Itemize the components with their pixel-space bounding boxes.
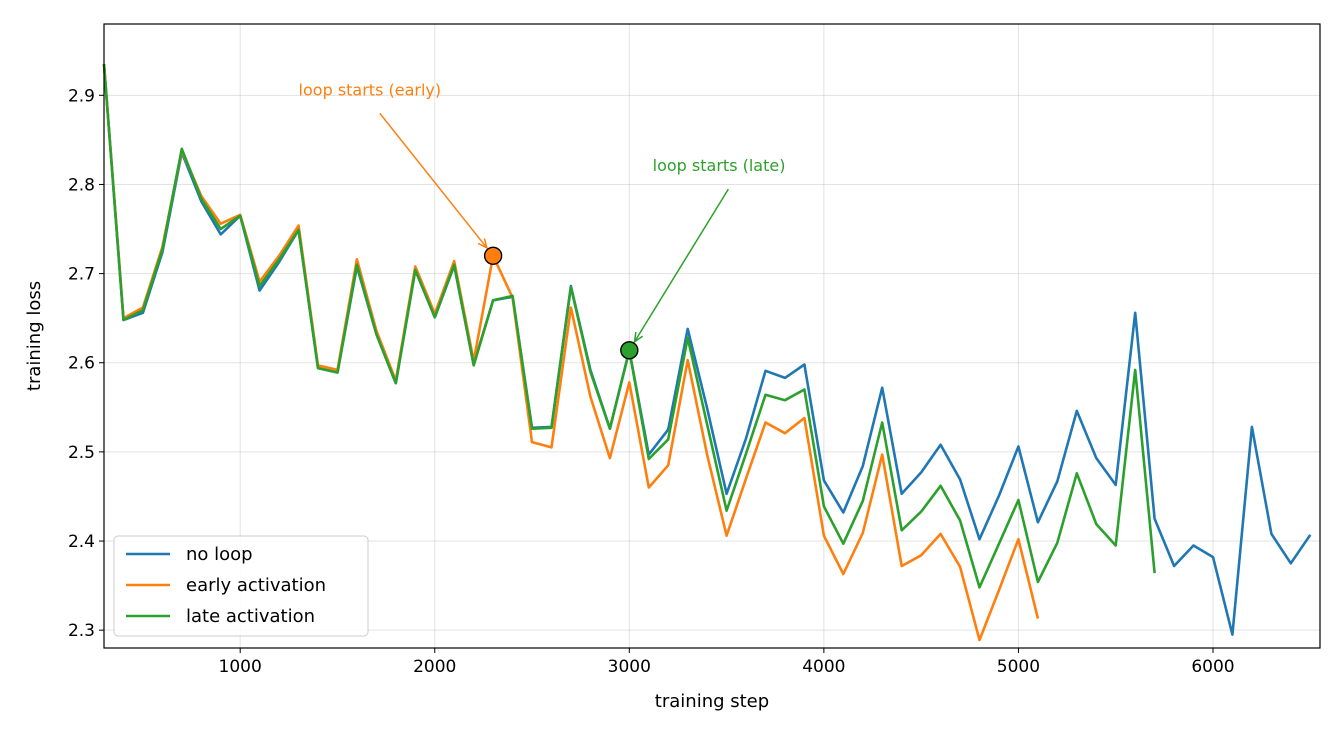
- x-tick-label: 1000: [219, 657, 262, 677]
- y-tick-label: 2.7: [68, 265, 95, 285]
- x-axis-label: training step: [655, 691, 769, 712]
- x-tick-label: 2000: [413, 657, 456, 677]
- annotations: loop starts (early) loop starts (late): [299, 80, 786, 360]
- x-tick-label: 3000: [608, 657, 651, 677]
- legend-label: no loop: [186, 544, 253, 565]
- annotation-arrow: [633, 188, 730, 343]
- x-tick-label: 6000: [1191, 657, 1234, 677]
- annotation-marker: [483, 246, 503, 265]
- plot-frame: [103, 23, 1321, 649]
- annotation-text: loop starts (early): [299, 80, 442, 99]
- y-tick-label: 2.8: [68, 175, 95, 195]
- annotation-arrowhead: [477, 238, 489, 250]
- legend-label: early activation: [186, 575, 326, 596]
- y-tick-label: 2.4: [68, 532, 95, 552]
- annotation-arrow: [379, 112, 488, 249]
- legend-label: late activation: [186, 606, 315, 627]
- legend: no loop early activation late activation: [113, 535, 369, 637]
- annotation-arrowhead: [633, 331, 644, 344]
- y-axis-label: training loss: [24, 281, 45, 391]
- y-tick-label: 2.9: [68, 86, 95, 106]
- y-tick-label: 2.5: [68, 443, 95, 463]
- axis-ticks: 1000 2000 3000 4000 5000 6000 2.3 2.4 2.5 2.6 2.7 2…: [68, 86, 1235, 677]
- annotation-marker: [620, 341, 639, 360]
- y-tick-label: 2.3: [68, 621, 95, 641]
- legend-box: [113, 535, 369, 637]
- y-tick-label: 2.6: [68, 354, 95, 374]
- x-tick-label: 4000: [802, 657, 845, 677]
- x-tick-label: 5000: [997, 657, 1040, 677]
- annotation-text: loop starts (late): [653, 156, 786, 175]
